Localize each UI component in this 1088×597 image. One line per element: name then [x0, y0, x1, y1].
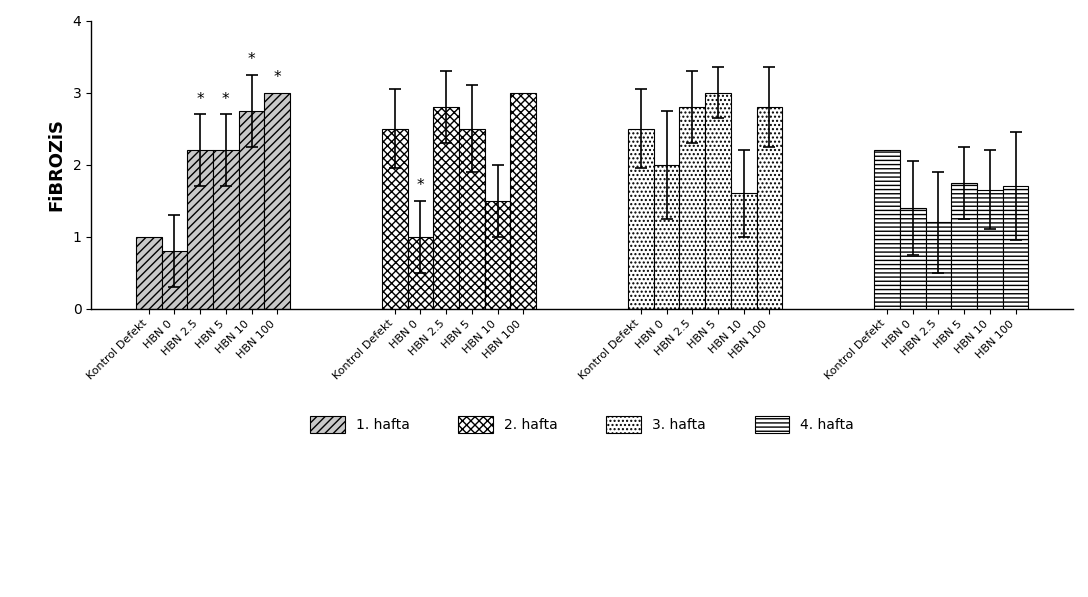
- Legend: 1. hafta, 2. hafta, 3. hafta, 4. hafta: 1. hafta, 2. hafta, 3. hafta, 4. hafta: [302, 409, 862, 440]
- Bar: [679, 107, 705, 309]
- Text: *: *: [222, 92, 230, 107]
- Bar: [485, 201, 510, 309]
- Text: *: *: [417, 179, 424, 193]
- Bar: [731, 193, 756, 309]
- Bar: [926, 222, 951, 309]
- Text: *: *: [196, 92, 203, 107]
- Bar: [1003, 186, 1028, 309]
- Bar: [433, 107, 459, 309]
- Bar: [136, 236, 161, 309]
- Bar: [510, 93, 536, 309]
- Bar: [705, 93, 731, 309]
- Bar: [187, 150, 213, 309]
- Bar: [628, 128, 654, 309]
- Bar: [951, 183, 977, 309]
- Bar: [900, 208, 926, 309]
- Bar: [382, 128, 408, 309]
- Bar: [756, 107, 782, 309]
- Bar: [874, 150, 900, 309]
- Bar: [459, 128, 485, 309]
- Y-axis label: FiBROZiS: FiBROZiS: [48, 118, 65, 211]
- Bar: [238, 110, 264, 309]
- Bar: [654, 165, 679, 309]
- Bar: [408, 236, 433, 309]
- Bar: [977, 190, 1003, 309]
- Bar: [213, 150, 238, 309]
- Text: *: *: [273, 70, 281, 85]
- Bar: [264, 93, 290, 309]
- Text: *: *: [248, 53, 256, 67]
- Bar: [161, 251, 187, 309]
